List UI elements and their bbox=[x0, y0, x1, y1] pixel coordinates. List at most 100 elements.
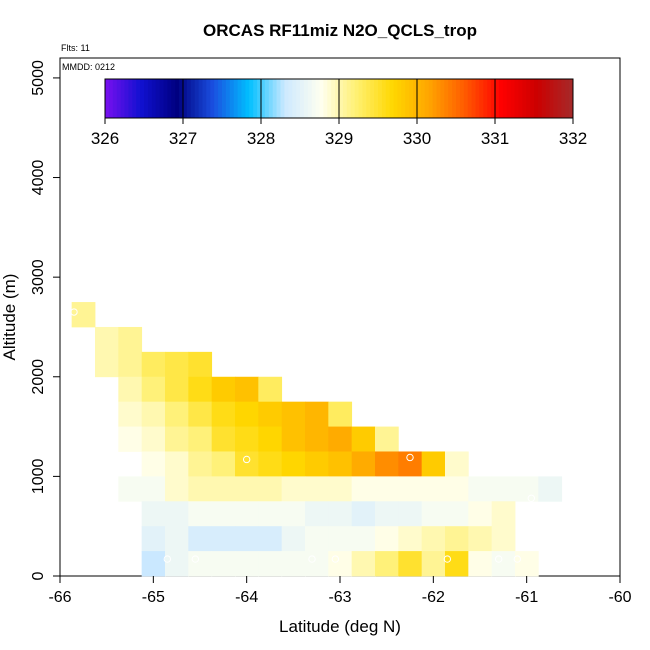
heatmap-cell bbox=[258, 501, 283, 527]
heatmap-cell bbox=[281, 526, 306, 552]
colorbar-segment bbox=[144, 79, 149, 118]
colorbar-segment bbox=[136, 79, 141, 118]
colorbar-segment bbox=[549, 79, 554, 118]
colorbar-segment bbox=[444, 79, 449, 118]
colorbar-segment bbox=[140, 79, 145, 118]
heatmap-cell bbox=[375, 526, 399, 552]
heatmap-cell bbox=[351, 501, 376, 527]
heatmap-cell bbox=[305, 476, 329, 502]
sample-marker bbox=[406, 453, 414, 462]
heatmap-cell bbox=[281, 451, 306, 477]
heatmap-cell bbox=[515, 476, 539, 502]
colorbar-segment bbox=[397, 79, 402, 118]
heatmap-cell bbox=[95, 326, 119, 353]
heatmap-cell bbox=[445, 501, 469, 527]
heatmap-cell bbox=[375, 476, 399, 502]
x-tick-label: -64 bbox=[235, 589, 258, 606]
colorbar-segment bbox=[502, 79, 508, 118]
heatmap-cell bbox=[211, 526, 236, 552]
colorbar-segment bbox=[561, 79, 566, 118]
heatmap-cell bbox=[328, 476, 353, 502]
heatmap-cell bbox=[118, 426, 143, 452]
heatmap-cell bbox=[491, 476, 516, 502]
colorbar-segment bbox=[467, 79, 473, 118]
colorbar-segment bbox=[417, 79, 422, 118]
colorbar-segment bbox=[245, 79, 250, 118]
colorbar-segment bbox=[456, 79, 461, 118]
heatmap-cell bbox=[351, 551, 376, 577]
colorbar-tick-label: 329 bbox=[325, 129, 353, 148]
colorbar-segment bbox=[569, 79, 574, 118]
heatmap-cell bbox=[445, 476, 469, 502]
colorbar-segment bbox=[557, 79, 562, 118]
colorbar-segment bbox=[331, 79, 336, 118]
colorbar-segment bbox=[194, 79, 200, 118]
x-tick-label: -61 bbox=[515, 589, 538, 606]
colorbar-segment bbox=[393, 79, 398, 118]
colorbar-segment bbox=[183, 79, 188, 118]
heatmap-cell bbox=[328, 551, 353, 577]
colorbar-segment bbox=[261, 79, 266, 118]
x-tick-label: -62 bbox=[422, 589, 445, 606]
colorbar-segment bbox=[385, 79, 391, 118]
colorbar-segment bbox=[124, 79, 129, 118]
colorbar-segment bbox=[319, 79, 324, 118]
heatmap-cell bbox=[491, 526, 516, 552]
colorbar-segment bbox=[300, 79, 305, 118]
heatmap-cell bbox=[235, 401, 259, 427]
heatmap-cell bbox=[118, 326, 143, 353]
colorbar-segment bbox=[163, 79, 168, 118]
heatmap-cell bbox=[188, 401, 213, 427]
heatmap-cell bbox=[141, 526, 166, 552]
heatmap-cell bbox=[375, 551, 399, 577]
colorbar-segment bbox=[428, 79, 434, 118]
colorbar-segment bbox=[179, 79, 184, 118]
colorbar-segment bbox=[132, 79, 137, 118]
colorbar-tick-label: 327 bbox=[169, 129, 197, 148]
sample-marker bbox=[70, 308, 78, 316]
colorbar-segment bbox=[155, 79, 161, 118]
sample-marker bbox=[443, 555, 452, 563]
colorbar-segment bbox=[553, 79, 558, 118]
colorbar-segment bbox=[128, 79, 133, 118]
colorbar-segment bbox=[522, 79, 527, 118]
heatmap-cell bbox=[258, 401, 283, 427]
heatmap-cell bbox=[328, 501, 353, 527]
x-tick-label: -60 bbox=[608, 589, 631, 606]
heatmap-cell bbox=[328, 401, 353, 427]
heatmap-cell bbox=[211, 476, 236, 502]
colorbar-tick-label: 326 bbox=[91, 129, 119, 148]
heatmap-cell bbox=[235, 451, 259, 477]
heatmap-cell bbox=[468, 526, 493, 552]
colorbar-segment bbox=[366, 79, 371, 118]
heatmap-cell bbox=[305, 526, 329, 552]
colorbar-segment bbox=[198, 79, 203, 118]
colorbar-segment bbox=[342, 79, 348, 118]
heatmap-cell bbox=[421, 476, 446, 502]
heatmap-cell bbox=[538, 476, 563, 502]
heatmap-cell bbox=[165, 351, 189, 378]
heatmap-cell bbox=[188, 451, 213, 477]
heatmap-cell bbox=[165, 451, 189, 477]
heatmap-cell bbox=[235, 376, 259, 403]
colorbar-segment bbox=[233, 79, 239, 118]
colorbar-tick-label: 330 bbox=[403, 129, 431, 148]
heatmap-cell bbox=[398, 451, 423, 477]
x-tick-label: -65 bbox=[142, 589, 165, 606]
heatmap-cell bbox=[211, 551, 236, 577]
colorbar-segment bbox=[448, 79, 453, 118]
heatmap-cell bbox=[141, 551, 166, 577]
colorbar-segment bbox=[479, 79, 484, 118]
y-tick-label: 1000 bbox=[30, 458, 47, 494]
colorbar-segment bbox=[541, 79, 547, 118]
heatmap-cell bbox=[188, 376, 213, 403]
heatmap-cell bbox=[211, 376, 236, 403]
colorbar-segment bbox=[545, 79, 551, 118]
colorbar-segment bbox=[475, 79, 480, 118]
heatmap-cell bbox=[118, 376, 143, 403]
colorbar-segment bbox=[335, 79, 340, 118]
heatmap-cell bbox=[165, 551, 189, 577]
colorbar-segment bbox=[424, 79, 430, 118]
colorbar-segment bbox=[537, 79, 543, 118]
colorbar-segment bbox=[436, 79, 441, 118]
